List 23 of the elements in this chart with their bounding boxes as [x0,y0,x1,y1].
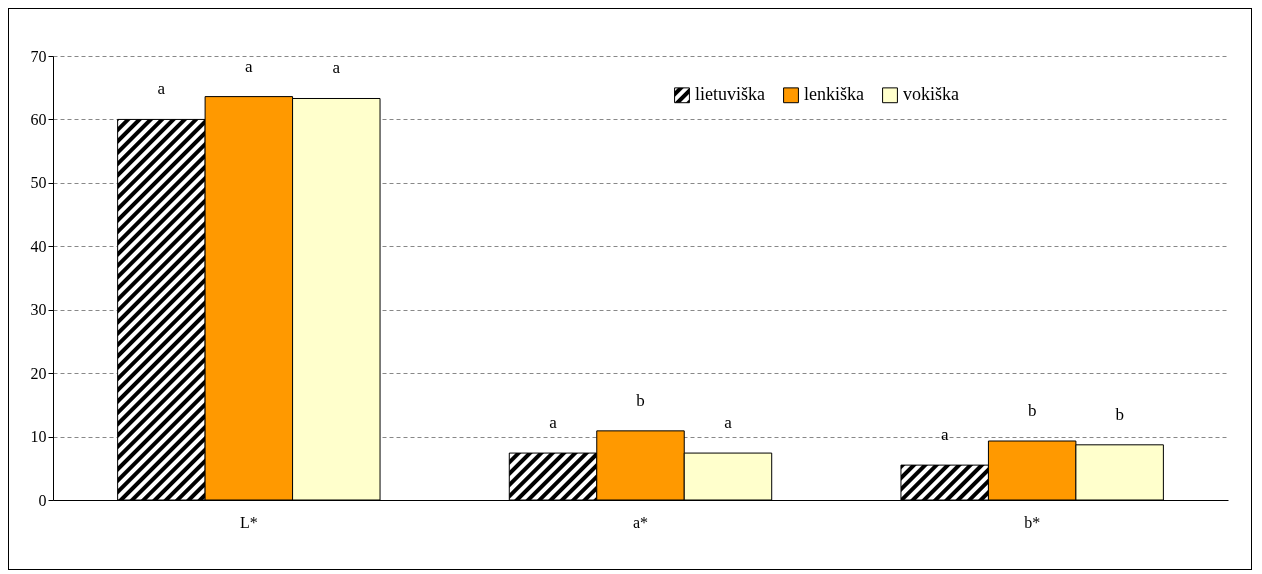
annotation: b [1027,401,1037,421]
annotation: a [940,425,949,445]
legend-label: lietuviška [695,84,765,105]
y-tick-label: 50 [30,174,47,192]
annotation: a [332,58,341,78]
legend-label: vokiška [903,84,960,105]
x-tick-label: L* [239,513,258,531]
y-tick-label: 70 [30,47,47,65]
x-tick-label: a* [632,513,649,531]
annotation: a [157,79,166,99]
annotation: b [636,390,645,410]
x-tick-label: b* [1024,513,1041,531]
legend-label: lenkiška [804,84,864,105]
annotation: a [549,413,558,433]
annotation: a [724,413,733,433]
annotation: b [1115,404,1124,424]
y-tick-label: 40 [30,237,47,255]
y-tick-label: 60 [30,110,47,128]
y-tick-label: 30 [30,301,47,319]
y-tick-label: 0 [38,491,47,509]
y-tick-label: 10 [30,428,47,446]
annotation: a [245,56,254,76]
y-tick-label: 20 [30,364,47,382]
